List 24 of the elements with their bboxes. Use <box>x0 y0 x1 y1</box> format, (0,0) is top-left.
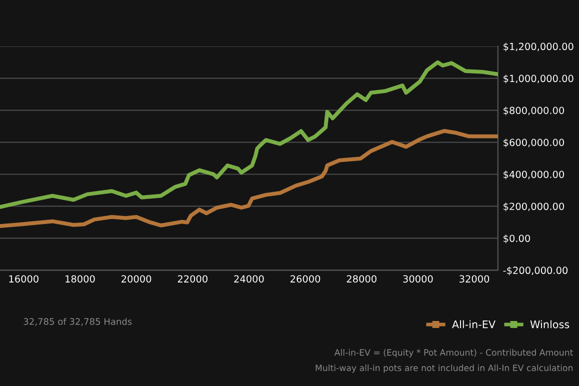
legend-label: Winloss <box>530 320 570 328</box>
x-tick-label: 32000 <box>460 275 490 283</box>
line-series <box>0 60 498 209</box>
y-tick-label: -$200,000.00 <box>503 266 568 276</box>
legend-label: All-in-EV <box>452 320 496 328</box>
text: Multi-way all-in pots are not included in All-In EV calculation <box>316 364 572 373</box>
text: All-in-EV = (Equity * Pot Amount) - Contributed Amount <box>334 349 574 358</box>
line-series <box>0 128 498 228</box>
x-tick-label: 24000 <box>234 275 264 283</box>
x-tick-label: 18000 <box>66 275 95 283</box>
y-tick-label: $1,200,000.00 <box>504 42 574 52</box>
x-tick-label: 28000 <box>346 275 376 283</box>
x-tick-label: 16000 <box>9 275 38 283</box>
x-tick-label: 20000 <box>122 275 152 283</box>
x-tick-label: 30000 <box>403 275 433 283</box>
y-tick-label: $0.00 <box>504 234 530 244</box>
y-tick-label: $200,000.00 <box>504 202 564 212</box>
text: 32,785 of 32,785 Hands <box>24 318 132 326</box>
y-tick-label: $600,000.00 <box>504 138 564 148</box>
x-tick-label: 26000 <box>290 275 320 283</box>
y-tick-label: $800,000.00 <box>504 106 564 116</box>
x-tick-label: 22000 <box>178 275 208 283</box>
y-tick-label: $400,000.00 <box>504 170 564 180</box>
y-tick-label: $1,000,000.00 <box>504 74 574 84</box>
